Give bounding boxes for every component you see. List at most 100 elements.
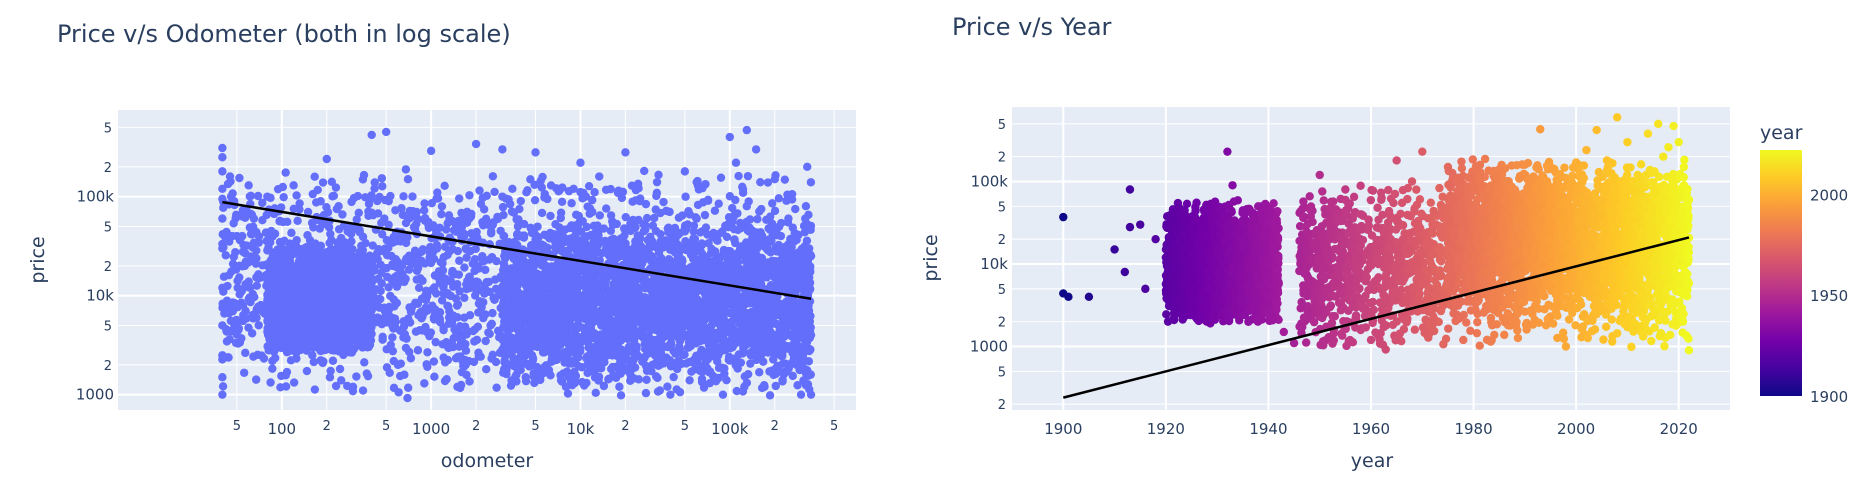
data-point xyxy=(712,235,722,245)
data-point xyxy=(418,312,427,321)
data-point xyxy=(344,268,353,277)
data-point xyxy=(432,240,442,250)
data-point xyxy=(223,179,233,189)
data-point xyxy=(652,191,661,201)
data-point xyxy=(282,367,292,377)
data-point xyxy=(347,237,356,246)
data-point xyxy=(765,391,775,400)
data-point xyxy=(463,327,473,336)
data-point xyxy=(516,196,526,206)
data-point xyxy=(428,301,437,310)
data-point xyxy=(335,364,345,374)
data-point xyxy=(326,303,336,313)
data-point xyxy=(269,347,279,356)
data-point xyxy=(273,247,283,257)
data-point xyxy=(275,326,285,335)
data-point xyxy=(492,383,501,392)
data-point xyxy=(443,301,452,310)
data-point xyxy=(437,209,446,219)
data-point xyxy=(618,187,628,197)
data-point xyxy=(507,207,517,216)
data-point xyxy=(478,193,487,203)
data-point xyxy=(536,176,545,186)
data-point xyxy=(382,250,391,259)
data-point xyxy=(406,256,416,266)
data-point xyxy=(462,370,471,380)
data-point xyxy=(515,204,524,214)
data-point xyxy=(423,362,432,371)
data-point xyxy=(361,193,370,202)
data-point xyxy=(485,287,494,296)
data-point xyxy=(413,215,423,224)
data-point xyxy=(330,346,339,355)
data-point xyxy=(352,372,361,381)
data-point xyxy=(546,181,556,190)
data-point xyxy=(694,185,704,194)
data-point xyxy=(556,213,565,223)
data-point xyxy=(394,388,403,397)
odometer-price-chart: Price v/s Odometer (both in log scale) 5… xyxy=(27,20,856,472)
data-point xyxy=(768,199,777,208)
data-point xyxy=(382,345,391,354)
data-point xyxy=(806,178,816,187)
data-point xyxy=(412,266,422,275)
data-point xyxy=(322,311,332,321)
data-point xyxy=(384,310,393,319)
data-point xyxy=(323,208,333,217)
data-point xyxy=(650,213,659,223)
data-point xyxy=(455,194,464,203)
data-point xyxy=(641,225,650,234)
data-point xyxy=(229,219,238,228)
data-point xyxy=(474,352,484,361)
data-point xyxy=(601,185,611,194)
data-point xyxy=(385,368,394,378)
data-point xyxy=(352,295,362,304)
data-point xyxy=(258,261,267,270)
data-point xyxy=(356,328,365,338)
data-point xyxy=(430,372,439,381)
data-point xyxy=(654,170,663,180)
data-point xyxy=(361,321,370,330)
data-point xyxy=(537,208,547,218)
data-point xyxy=(293,261,303,270)
data-point xyxy=(771,381,780,391)
data-point xyxy=(235,173,244,183)
data-point xyxy=(252,246,261,255)
data-point xyxy=(487,252,497,262)
data-point xyxy=(390,302,399,311)
data-point xyxy=(443,250,452,260)
data-point xyxy=(403,393,412,403)
data-point xyxy=(428,247,437,257)
data-point xyxy=(231,338,241,348)
data-point xyxy=(424,220,433,230)
data-point xyxy=(219,203,228,213)
data-point xyxy=(437,296,447,305)
data-point xyxy=(616,391,626,400)
data-point xyxy=(468,259,477,268)
data-point xyxy=(377,218,386,228)
data-point xyxy=(440,358,450,367)
data-point xyxy=(470,337,479,346)
data-point xyxy=(325,238,334,248)
data-point xyxy=(453,313,462,322)
data-point xyxy=(252,254,261,263)
data-point xyxy=(442,225,451,234)
data-point xyxy=(730,209,740,219)
data-point xyxy=(378,335,387,344)
data-point xyxy=(337,255,347,264)
data-point xyxy=(302,293,311,302)
data-point xyxy=(479,313,488,323)
data-point xyxy=(314,264,323,273)
data-point xyxy=(359,170,369,180)
data-point xyxy=(455,256,464,265)
data-point xyxy=(266,378,275,387)
data-point xyxy=(465,283,474,293)
data-point xyxy=(475,186,484,195)
data-point xyxy=(530,195,540,205)
data-point xyxy=(309,357,318,367)
data-point xyxy=(344,248,353,257)
data-point xyxy=(429,357,439,366)
data-point xyxy=(591,388,600,398)
data-point xyxy=(640,166,649,176)
